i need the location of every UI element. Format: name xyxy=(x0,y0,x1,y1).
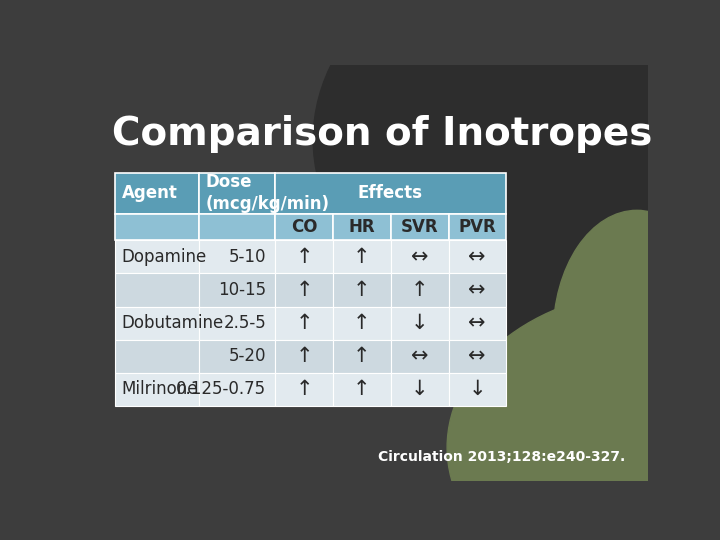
Bar xyxy=(391,273,449,307)
Text: ↔: ↔ xyxy=(411,346,428,366)
Bar xyxy=(199,373,275,406)
Bar xyxy=(199,173,275,214)
Circle shape xyxy=(313,0,720,356)
Bar xyxy=(333,240,391,273)
Text: SVR: SVR xyxy=(401,218,438,236)
Text: ↔: ↔ xyxy=(469,346,486,366)
Bar xyxy=(199,273,275,307)
Bar xyxy=(333,340,391,373)
Bar xyxy=(199,307,275,340)
Text: ↑: ↑ xyxy=(295,379,313,399)
Bar xyxy=(115,240,199,273)
Bar xyxy=(115,307,199,340)
Bar xyxy=(333,307,391,340)
Text: HR: HR xyxy=(348,218,375,236)
Bar xyxy=(333,273,391,307)
Bar xyxy=(391,373,449,406)
Bar xyxy=(199,240,275,273)
Text: ↑: ↑ xyxy=(295,313,313,333)
Bar xyxy=(275,307,333,340)
Bar xyxy=(391,240,449,273)
Text: Dose
(mcg/kg/min): Dose (mcg/kg/min) xyxy=(205,173,329,213)
Text: ↔: ↔ xyxy=(469,247,486,267)
Bar xyxy=(333,214,391,240)
Bar xyxy=(449,214,505,240)
Text: CO: CO xyxy=(291,218,318,236)
Circle shape xyxy=(447,289,720,540)
Text: ↔: ↔ xyxy=(411,247,428,267)
Bar xyxy=(275,340,333,373)
Text: ↔: ↔ xyxy=(469,313,486,333)
Bar xyxy=(449,340,505,373)
Text: 2.5-5: 2.5-5 xyxy=(223,314,266,332)
Bar xyxy=(391,307,449,340)
Bar xyxy=(115,173,199,214)
Text: Effects: Effects xyxy=(358,184,423,202)
Text: Dopamine: Dopamine xyxy=(121,248,206,266)
Text: PVR: PVR xyxy=(459,218,496,236)
Bar xyxy=(115,273,199,307)
Text: Comparison of Inotropes: Comparison of Inotropes xyxy=(112,114,653,153)
Text: ↑: ↑ xyxy=(295,346,313,366)
Bar xyxy=(199,340,275,373)
Bar xyxy=(199,214,275,240)
Bar xyxy=(275,373,333,406)
Bar xyxy=(115,214,199,240)
Text: 10-15: 10-15 xyxy=(218,281,266,299)
Bar xyxy=(275,173,505,214)
Text: 5-10: 5-10 xyxy=(229,248,266,266)
Text: ↑: ↑ xyxy=(354,313,371,333)
Text: ↑: ↑ xyxy=(354,280,371,300)
Text: ↑: ↑ xyxy=(354,247,371,267)
Bar xyxy=(115,373,199,406)
Bar xyxy=(115,340,199,373)
Bar xyxy=(449,373,505,406)
Text: Dobutamine: Dobutamine xyxy=(121,314,223,332)
Text: ↑: ↑ xyxy=(295,247,313,267)
Text: ↑: ↑ xyxy=(411,280,428,300)
Bar xyxy=(391,340,449,373)
Bar xyxy=(333,373,391,406)
Text: 0.125-0.75: 0.125-0.75 xyxy=(176,380,266,398)
Text: ↑: ↑ xyxy=(295,280,313,300)
Bar xyxy=(391,214,449,240)
Text: ↓: ↓ xyxy=(411,313,428,333)
Bar xyxy=(275,214,333,240)
Bar xyxy=(449,240,505,273)
Ellipse shape xyxy=(553,210,720,460)
Text: ↓: ↓ xyxy=(411,379,428,399)
Text: ↑: ↑ xyxy=(354,346,371,366)
Text: Circulation 2013;128:e240-327.: Circulation 2013;128:e240-327. xyxy=(379,450,626,464)
Text: ↔: ↔ xyxy=(469,280,486,300)
Text: ↓: ↓ xyxy=(469,379,486,399)
Text: Agent: Agent xyxy=(122,184,178,202)
Text: 5-20: 5-20 xyxy=(229,347,266,365)
Bar xyxy=(275,240,333,273)
Text: ↑: ↑ xyxy=(354,379,371,399)
Bar xyxy=(449,307,505,340)
Text: Milrinone: Milrinone xyxy=(121,380,197,398)
Bar xyxy=(275,273,333,307)
Bar xyxy=(449,273,505,307)
